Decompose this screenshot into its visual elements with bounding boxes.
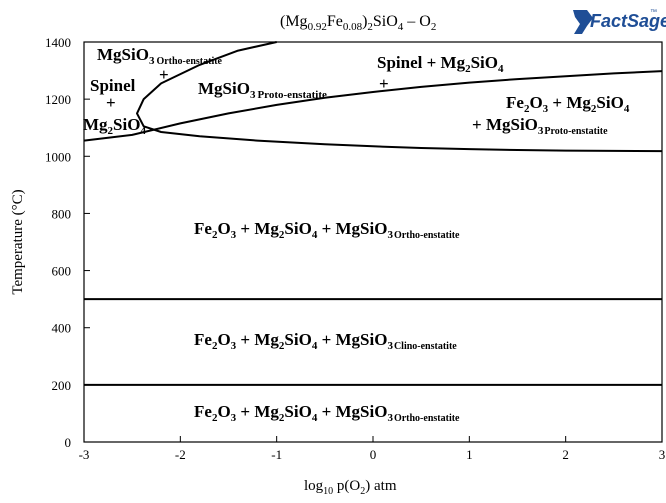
svg-text:Mg2SiO4: Mg2SiO4 xyxy=(83,115,146,137)
chart-title: (Mg0.92Fe0.08)2SiO4 – O2 xyxy=(280,13,436,33)
y-tick-label: 0 xyxy=(65,435,72,450)
x-tick-label: -3 xyxy=(79,447,90,462)
phase-boundaries xyxy=(83,41,663,386)
region-label-fe2o3-clino: Fe2O3 + Mg2SiO4 + MgSiO3Clino-enstatite xyxy=(194,330,457,352)
svg-text:+: + xyxy=(379,74,389,93)
y-tick-label: 600 xyxy=(52,264,72,279)
logo-tm: ™ xyxy=(650,9,657,16)
y-tick-label: 1400 xyxy=(45,35,71,50)
region-label-mgsio3-proto: MgSiO3 Proto-enstatite xyxy=(198,79,327,101)
region-label-spinel-mg2sio4-top: Spinel + Mg2SiO4 + xyxy=(377,53,504,93)
y-tick-label: 400 xyxy=(52,321,72,336)
x-tick-label: 3 xyxy=(659,447,666,462)
svg-text:+: + xyxy=(159,65,169,84)
phase-boundary-2 xyxy=(83,70,663,142)
region-label-fe2o3-ortho-middle: Fe2O3 + Mg2SiO4 + MgSiO3Ortho-enstatite xyxy=(194,219,460,241)
svg-text:MgSiO3Ortho-enstatite: MgSiO3 Ortho-enstatite xyxy=(97,45,223,67)
logo-mark xyxy=(573,10,593,34)
svg-text:Spinel: Spinel xyxy=(90,76,136,95)
y-axis-title: Temperature (°C) xyxy=(10,189,26,294)
x-axis-title: log10 p(O2) atm xyxy=(304,478,397,497)
x-tick-label: -1 xyxy=(271,447,282,462)
y-tick-label: 1200 xyxy=(45,92,71,107)
phase-boundary-1 xyxy=(136,41,663,153)
x-tick-label: 0 xyxy=(370,447,377,462)
svg-text:+ MgSiO3Proto-enstatite: + MgSiO3Proto-enstatite xyxy=(472,115,608,137)
factsage-logo: FactSage ™ xyxy=(573,9,666,34)
region-label-fe2o3-ortho-bottom: Fe2O3 + Mg2SiO4 + MgSiO3Ortho-enstatite xyxy=(194,402,460,424)
x-tick-label: 2 xyxy=(562,447,569,462)
svg-text:Spinel + Mg2SiO4: Spinel + Mg2SiO4 xyxy=(377,53,504,75)
y-tick-label: 200 xyxy=(52,378,72,393)
logo-text: FactSage xyxy=(590,11,666,31)
svg-text:Fe2O3 + Mg2SiO4: Fe2O3 + Mg2SiO4 xyxy=(506,93,630,115)
y-tick-label: 800 xyxy=(52,206,72,221)
axis-ticks: -3 -2 -1 0 1 2 3 0 200 400 600 800 1000 1200 1400 xyxy=(45,35,665,462)
region-label-mgsio3-ortho-top: MgSiO3 Ortho-enstatite + xyxy=(97,45,223,84)
region-label-fe2o3-proto: Fe2O3 + Mg2SiO4 + MgSiO3Proto-enstatite xyxy=(472,93,630,137)
svg-text:+: + xyxy=(106,93,116,112)
region-label-spinel-mg2sio4-left: Spinel + Mg2SiO4 xyxy=(83,76,146,137)
x-tick-label: -2 xyxy=(175,447,186,462)
x-tick-label: 1 xyxy=(466,447,473,462)
y-tick-label: 1000 xyxy=(45,149,71,164)
